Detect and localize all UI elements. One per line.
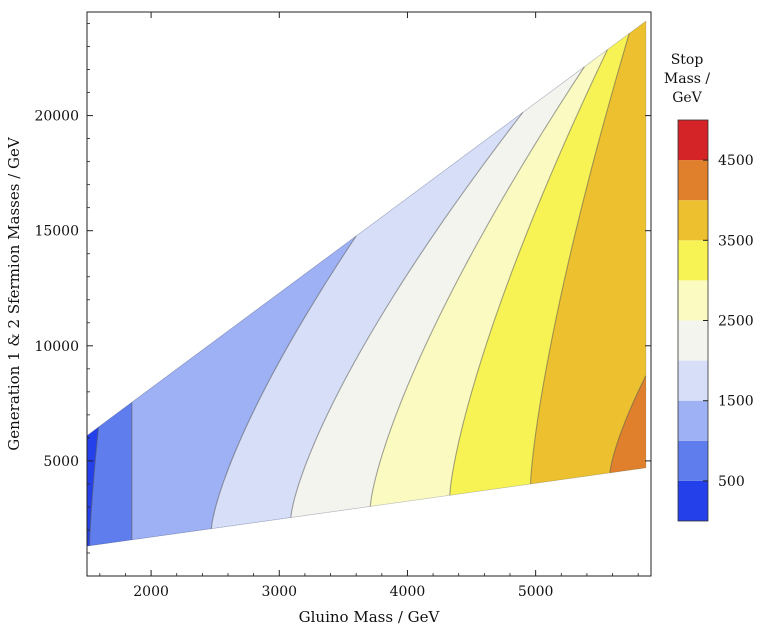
- plot-frame: [86, 11, 652, 577]
- colorbar-tick-label: 2500: [718, 314, 754, 330]
- colorbar-swatch-3000-3500: [678, 240, 708, 281]
- x-axis: 2000 3000 4000 5000: [99, 12, 639, 600]
- colorbar-swatch-2000-2500: [678, 320, 708, 361]
- contour-line-3500: [529, 33, 630, 484]
- colorbar-swatch-2500-3000: [678, 280, 708, 321]
- y-tick-label: 20000: [34, 109, 79, 125]
- colorbar-legend: Stop Mass / GeV 500 1500 2500 3500 4500: [664, 52, 754, 522]
- y-tick-label: 10000: [34, 339, 79, 355]
- contour-line-3000: [449, 49, 608, 496]
- contour-line-4000: [609, 375, 647, 473]
- legend-title-line-3: GeV: [672, 90, 702, 106]
- colorbar-tick-label: 3500: [718, 233, 754, 249]
- colorbar-swatch-1500-2000: [678, 360, 708, 401]
- x-axis-title: Gluino Mass / GeV: [299, 608, 441, 626]
- y-tick-label: 5000: [43, 454, 79, 470]
- y-tick-label: 15000: [34, 224, 79, 240]
- contour-line-2500: [369, 66, 585, 507]
- colorbar-swatch-4500-5000: [678, 120, 708, 161]
- contour-band-3500-4000: [530, 21, 646, 484]
- contour-line-2000: [290, 112, 524, 518]
- x-tick-label: 5000: [518, 584, 554, 600]
- x-tick-label: 3000: [261, 584, 297, 600]
- legend-title-line-1: Stop: [671, 52, 704, 68]
- colorbar-swatch-500-1000: [678, 440, 708, 481]
- y-axis-title: Generation 1 & 2 Sfermion Masses / GeV: [5, 136, 23, 451]
- colorbar-swatch-4000-4500: [678, 160, 708, 201]
- colorbar-ticks: 500 1500 2500 3500 4500: [703, 153, 754, 490]
- contour-line-1500: [210, 235, 357, 529]
- colorbar-swatch-0-500: [678, 480, 708, 521]
- y-axis: 5000 10000 15000 20000: [34, 23, 651, 554]
- contour-line-500: [89, 426, 100, 546]
- x-tick-label: 2000: [133, 584, 169, 600]
- colorbar-swatch-3500-4000: [678, 200, 708, 241]
- colorbar-swatch-1000-1500: [678, 400, 708, 441]
- contour-plot-area: [86, 20, 647, 547]
- contour-band-4000-4500: [609, 375, 646, 473]
- colorbar-tick-label: 1500: [718, 394, 754, 410]
- colorbar-swatches: [677, 119, 709, 522]
- x-tick-label: 4000: [390, 584, 426, 600]
- colorbar-tick-label: 4500: [718, 153, 754, 169]
- legend-title-line-2: Mass /: [664, 71, 711, 87]
- colorbar-tick-label: 500: [718, 474, 745, 490]
